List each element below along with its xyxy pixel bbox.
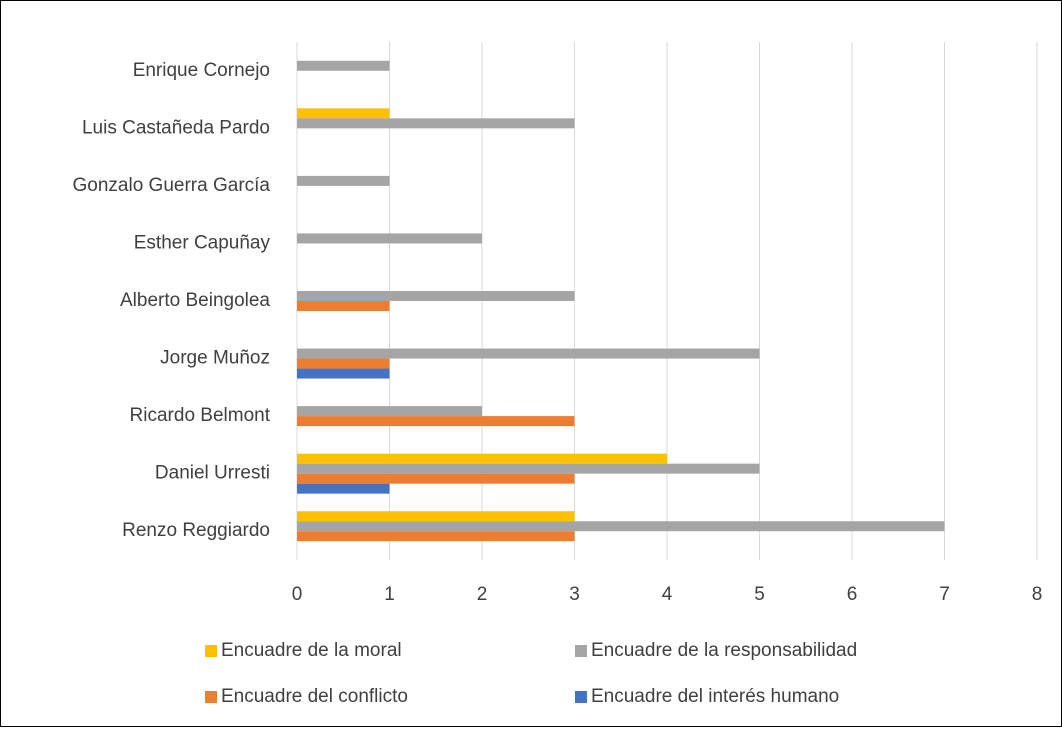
y-tick-label: Daniel Urresti — [155, 463, 270, 484]
legend-label: Encuadre de la moral — [221, 640, 402, 661]
bar — [297, 291, 575, 301]
legend-label: Encuadre del conflicto — [221, 686, 408, 707]
x-tick-label: 8 — [1032, 584, 1043, 605]
y-tick-label: Ricardo Belmont — [130, 405, 271, 426]
legend-swatch — [575, 691, 587, 703]
bar — [297, 358, 390, 369]
bar — [297, 416, 575, 427]
x-tick-label: 0 — [292, 584, 303, 605]
legend-label: Encuadre de la responsabilidad — [591, 640, 857, 661]
bar — [297, 463, 760, 474]
x-tick-label: 6 — [847, 584, 858, 605]
legend-label: Encuadre del interés humano — [591, 686, 839, 707]
bar — [297, 521, 945, 532]
y-tick-label: Enrique Cornejo — [133, 60, 270, 81]
bar — [297, 175, 390, 186]
bar — [297, 453, 667, 464]
x-tick-label: 3 — [569, 584, 580, 605]
bar — [297, 118, 575, 129]
bar — [297, 406, 482, 417]
bar — [297, 531, 575, 542]
y-tick-label: Gonzalo Guerra García — [73, 175, 271, 196]
legend-swatch — [205, 691, 217, 703]
x-tick-label: 4 — [662, 584, 673, 605]
y-tick-label: Jorge Muñoz — [160, 348, 270, 369]
y-tick-label: Luis Castañeda Pardo — [82, 117, 270, 138]
y-tick-label: Esther Capuñay — [134, 232, 271, 253]
y-tick-label: Alberto Beingolea — [120, 290, 270, 311]
bar — [297, 483, 390, 494]
x-tick-label: 7 — [939, 584, 950, 605]
bar — [297, 348, 760, 359]
x-tick-label: 1 — [384, 584, 395, 605]
x-tick-label: 5 — [754, 584, 765, 605]
bar — [297, 233, 482, 244]
bar — [297, 301, 390, 311]
bar — [297, 473, 575, 484]
x-tick-label: 2 — [477, 584, 488, 605]
legend-swatch — [205, 645, 217, 657]
bar — [297, 368, 390, 379]
y-tick-label: Renzo Reggiardo — [122, 520, 270, 541]
bar — [297, 511, 575, 522]
bar — [297, 108, 390, 119]
legend-swatch — [575, 645, 587, 657]
bar — [297, 60, 390, 71]
